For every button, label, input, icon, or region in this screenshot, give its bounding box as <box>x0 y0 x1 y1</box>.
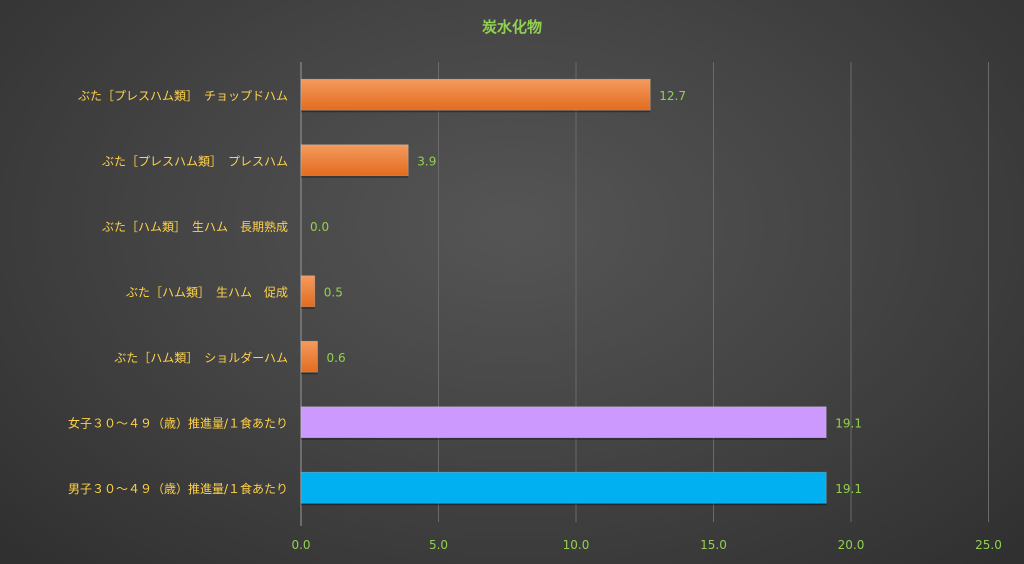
x-axis-ticks: 0.0 5.0 10.0 15.0 20.0 25.0 <box>291 538 1001 552</box>
value-labels: 12.7 3.9 0.0 0.5 0.6 19.1 19.1 <box>310 89 862 496</box>
data-label: 0.6 <box>327 351 346 365</box>
data-label: 0.5 <box>324 285 343 299</box>
category-label: 女子３０～４９（歳）推進量/１食あたり <box>68 415 288 430</box>
bar <box>300 406 827 439</box>
chart-title: 炭水化物 <box>482 18 542 36</box>
category-label: ぶた［プレスハム類］ プレスハム <box>102 154 288 168</box>
bar <box>300 471 827 504</box>
gridlines <box>300 62 989 526</box>
category-label: ぶた［ハム類］ ショルダーハム <box>114 350 288 365</box>
x-tick-label: 0.0 <box>291 538 310 552</box>
bar <box>300 144 409 177</box>
category-label: 男子３０～４９（歳）推進量/１食あたり <box>68 481 288 496</box>
bar <box>300 340 318 373</box>
data-label: 12.7 <box>659 89 686 103</box>
x-tick-label: 25.0 <box>975 538 1002 552</box>
x-tick-label: 15.0 <box>700 538 727 552</box>
bars <box>300 78 827 506</box>
bar <box>300 275 316 308</box>
data-label: 19.1 <box>835 416 862 430</box>
x-tick-label: 20.0 <box>838 538 865 552</box>
category-label: ぶた［ハム類］ 生ハム 促成 <box>126 285 288 299</box>
category-label: ぶた［ハム類］ 生ハム 長期熟成 <box>102 219 288 234</box>
data-label: 0.0 <box>310 220 329 234</box>
bar <box>300 78 651 111</box>
x-tick-label: 5.0 <box>429 538 448 552</box>
category-label: ぶた［プレスハム類］ チョップドハム <box>78 89 288 103</box>
data-label: 3.9 <box>417 154 436 168</box>
data-label: 19.1 <box>835 482 862 496</box>
x-tick-label: 10.0 <box>563 538 590 552</box>
